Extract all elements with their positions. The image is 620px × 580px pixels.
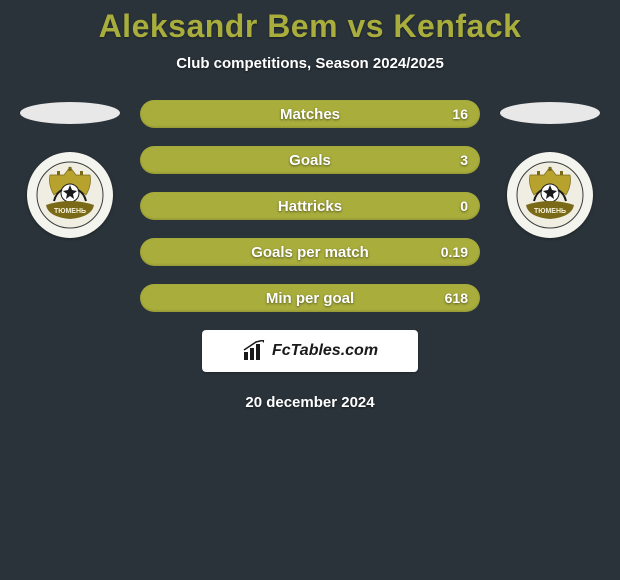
right-player-ellipse — [500, 102, 600, 124]
club-crest-icon: ТЮМЕНЬ — [516, 161, 584, 229]
stat-label: Goals — [289, 152, 331, 169]
stat-label: Goals per match — [251, 244, 369, 261]
main-row: ТЮМЕНЬ Matches 16 Goals 3 Hattricks 0 Goals pe… — [0, 100, 620, 312]
stat-label: Min per goal — [266, 290, 354, 307]
stat-value: 3 — [460, 152, 468, 168]
stat-bar: Goals per match 0.19 — [140, 238, 480, 266]
stats-bars: Matches 16 Goals 3 Hattricks 0 Goals per match… — [140, 100, 480, 312]
stat-value: 16 — [452, 106, 468, 122]
stat-bar: Goals 3 — [140, 146, 480, 174]
branding-badge[interactable]: FcTables.com — [202, 330, 418, 372]
stat-value: 0 — [460, 198, 468, 214]
stat-value: 0.19 — [441, 244, 468, 260]
stat-label: Matches — [280, 106, 340, 123]
page-title: Aleksandr Bem vs Kenfack — [99, 8, 522, 45]
right-club-crest: ТЮМЕНЬ — [507, 152, 593, 238]
branding-text: FcTables.com — [272, 342, 378, 360]
date-text: 20 december 2024 — [245, 394, 374, 411]
left-player-col: ТЮМЕНЬ — [20, 100, 120, 238]
stat-bar: Matches 16 — [140, 100, 480, 128]
subtitle: Club competitions, Season 2024/2025 — [176, 55, 444, 72]
stat-label: Hattricks — [278, 198, 342, 215]
stat-bar: Min per goal 618 — [140, 284, 480, 312]
right-player-col: ТЮМЕНЬ — [500, 100, 600, 238]
club-crest-icon: ТЮМЕНЬ — [36, 161, 104, 229]
svg-text:ТЮМЕНЬ: ТЮМЕНЬ — [534, 208, 566, 215]
comparison-card: Aleksandr Bem vs Kenfack Club competitio… — [0, 0, 620, 411]
bar-chart-icon — [242, 340, 268, 362]
left-player-ellipse — [20, 102, 120, 124]
left-club-crest: ТЮМЕНЬ — [27, 152, 113, 238]
svg-text:ТЮМЕНЬ: ТЮМЕНЬ — [54, 208, 86, 215]
stat-bar: Hattricks 0 — [140, 192, 480, 220]
stat-value: 618 — [445, 290, 468, 306]
